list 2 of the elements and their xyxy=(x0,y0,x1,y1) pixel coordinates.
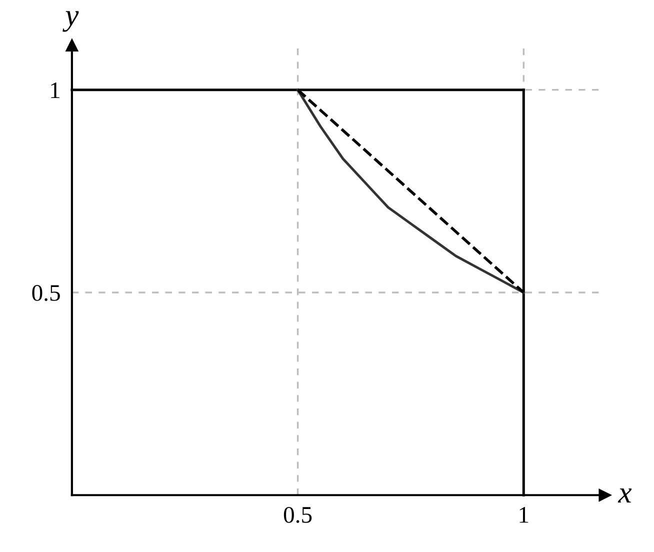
y-axis-title: y xyxy=(62,11,79,32)
x-axis-title: x xyxy=(618,488,632,502)
